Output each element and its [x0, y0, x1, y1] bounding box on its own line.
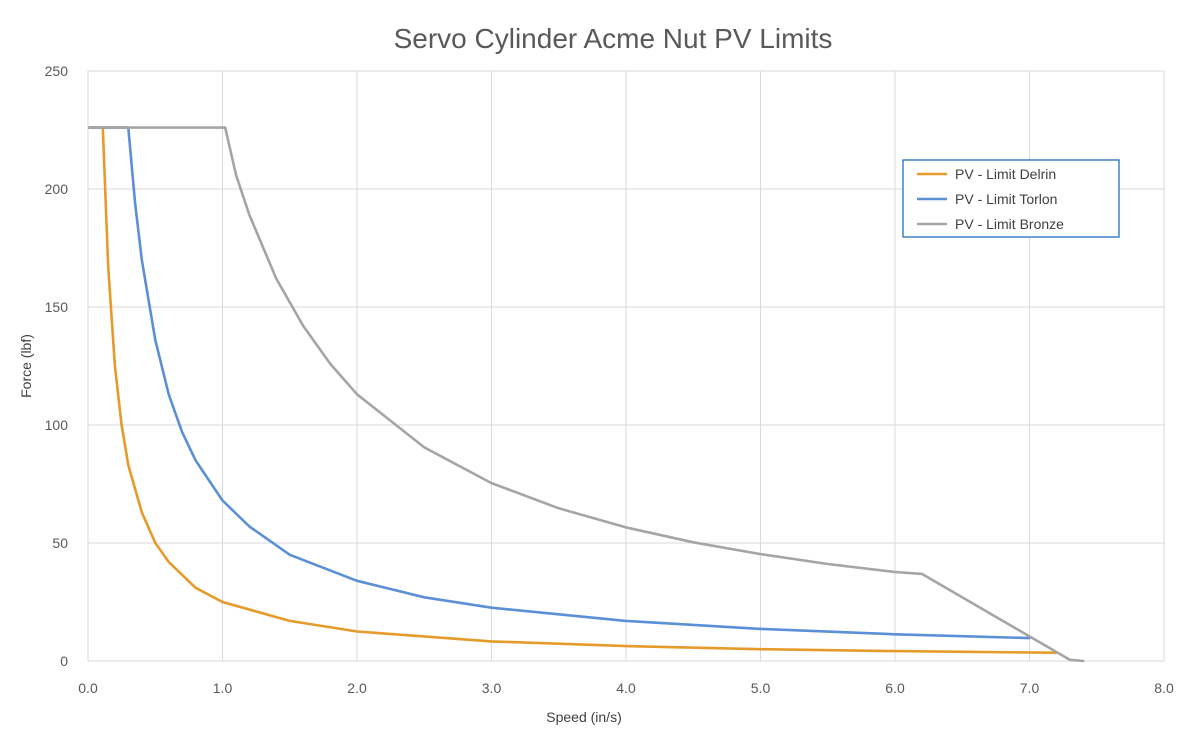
x-tick-label: 3.0	[482, 680, 502, 696]
x-axis-label: Speed (in/s)	[546, 709, 621, 725]
x-tick-label: 4.0	[616, 680, 636, 696]
x-tick-label: 1.0	[213, 680, 233, 696]
series-line-pv-limit-delrin	[88, 126, 1058, 654]
axis-ticks: 0.0 1.0 2.0 3.0 4.0 5.0 6.0 7.0 8.0 0 50 100 150 200 2…	[45, 63, 1174, 696]
plot-area-border	[87, 70, 1165, 662]
gridlines	[88, 71, 1164, 661]
x-tick-label: 6.0	[885, 680, 905, 696]
x-tick-label: 2.0	[347, 680, 367, 696]
legend-label: PV - Limit Torlon	[955, 191, 1057, 207]
y-tick-label: 100	[45, 417, 69, 433]
y-tick-label: 0	[60, 653, 68, 669]
y-tick-label: 200	[45, 181, 69, 197]
x-tick-label: 5.0	[751, 680, 771, 696]
series-line-pv-limit-bronze	[88, 126, 1085, 663]
x-tick-label: 0.0	[78, 680, 98, 696]
x-tick-label: 7.0	[1020, 680, 1040, 696]
series-lines	[88, 126, 1085, 663]
y-tick-label: 50	[52, 535, 68, 551]
series-line-pv-limit-torlon	[88, 126, 1031, 640]
x-tick-label: 8.0	[1154, 680, 1174, 696]
y-tick-label: 150	[45, 299, 69, 315]
y-tick-label: 250	[45, 63, 69, 79]
legend-label: PV - Limit Bronze	[955, 216, 1064, 232]
chart-title: Servo Cylinder Acme Nut PV Limits	[394, 23, 833, 54]
legend-label: PV - Limit Delrin	[955, 166, 1056, 182]
legend: PV - Limit Delrin PV - Limit Torlon PV - L…	[902, 159, 1120, 238]
y-axis-label: Force (lbf)	[18, 334, 34, 398]
